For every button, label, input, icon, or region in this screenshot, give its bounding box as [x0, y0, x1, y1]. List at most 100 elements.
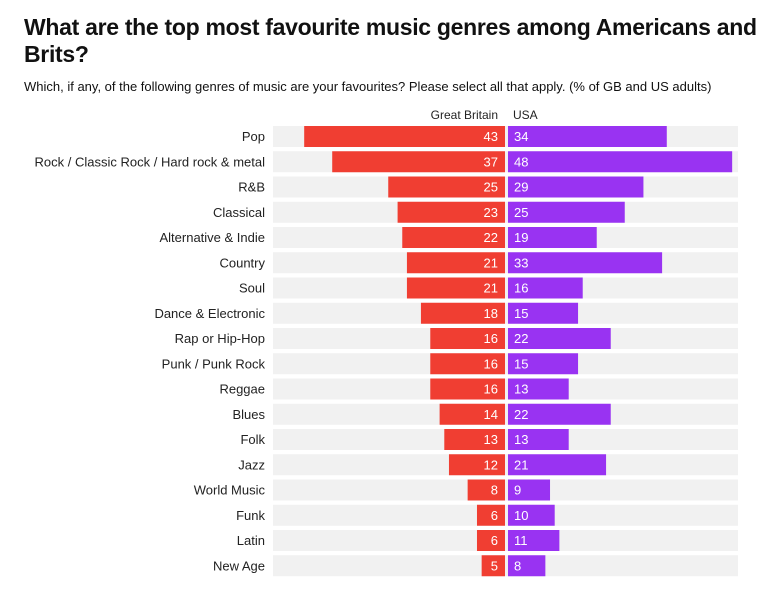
value-label-gb-soul: 21 [484, 281, 498, 296]
row-bands [273, 126, 738, 577]
row-band-soul [273, 277, 738, 299]
bar-gb-punk-punk-rock [430, 353, 505, 375]
value-label-usa-alternative-indie: 19 [514, 230, 528, 245]
bar-usa-punk-punk-rock [508, 353, 579, 375]
category-label-dance-electronic: Dance & Electronic [154, 306, 265, 321]
row-band-world-music [273, 479, 738, 501]
bar-gb-dance-electronic [420, 302, 505, 324]
chart-title: What are the top most favourite music ge… [24, 14, 757, 67]
category-label-latin: Latin [237, 533, 265, 548]
value-label-gb-latin: 6 [491, 533, 498, 548]
bar-usa-world-music [508, 479, 551, 501]
bar-gb-r-b [388, 176, 505, 198]
category-label-alternative-indie: Alternative & Indie [159, 230, 265, 245]
value-label-usa-soul: 16 [514, 281, 528, 296]
category-label-rap-or-hip-hop: Rap or Hip-Hop [175, 331, 265, 346]
category-label-classical: Classical [213, 205, 265, 220]
row-band-folk [273, 429, 738, 450]
category-label-reggae: Reggae [219, 382, 265, 397]
chart-subtitle: Which, if any, of the following genres o… [24, 79, 712, 94]
row-band-classical [273, 201, 738, 223]
row-band-alternative-indie [273, 227, 738, 248]
bar-gb-soul [406, 277, 505, 299]
value-label-usa-punk-punk-rock: 15 [514, 356, 528, 371]
value-label-usa-world-music: 9 [514, 483, 521, 498]
value-label-gb-r-b: 25 [484, 180, 498, 195]
bar-gb-new-age [481, 555, 505, 577]
bar-usa-dance-electronic [508, 302, 579, 324]
bar-usa-alternative-indie [508, 227, 597, 248]
row-band-blues [273, 403, 738, 425]
value-label-gb-folk: 13 [484, 432, 498, 447]
legend-great-britain: Great Britain [431, 108, 498, 122]
value-label-gb-alternative-indie: 22 [484, 230, 498, 245]
category-label-new-age: New Age [213, 558, 265, 573]
value-label-gb-dance-electronic: 18 [484, 306, 498, 321]
value-label-gb-new-age: 5 [491, 558, 498, 573]
category-label-r-b: R&B [238, 180, 265, 195]
value-label-usa-reggae: 13 [514, 382, 528, 397]
category-label-pop: Pop [242, 129, 265, 144]
row-band-country [273, 252, 738, 274]
bar-usa-r-b [508, 176, 644, 198]
bar-gb-country [406, 252, 505, 274]
category-label-funk: Funk [236, 508, 265, 523]
value-label-gb-reggae: 16 [484, 382, 498, 397]
value-label-gb-funk: 6 [491, 508, 498, 523]
value-label-gb-world-music: 8 [491, 483, 498, 498]
value-label-usa-rock-classic-rock-hard-rock-metal: 48 [514, 154, 528, 169]
value-label-gb-pop: 43 [484, 129, 498, 144]
value-label-usa-folk: 13 [514, 432, 528, 447]
row-band-new-age [273, 555, 738, 577]
bar-usa-funk [508, 504, 555, 526]
bar-gb-rap-or-hip-hop [430, 328, 505, 349]
bar-gb-world-music [467, 479, 505, 501]
bar-gb-blues [439, 403, 505, 425]
value-label-gb-classical: 23 [484, 205, 498, 220]
legend-usa: USA [513, 108, 538, 122]
value-label-gb-rap-or-hip-hop: 16 [484, 331, 498, 346]
category-label-punk-punk-rock: Punk / Punk Rock [162, 356, 266, 371]
bar-gb-pop [304, 126, 505, 147]
bar-usa-rock-classic-rock-hard-rock-metal [508, 151, 733, 173]
row-band-r-b [273, 176, 738, 198]
value-label-gb-punk-punk-rock: 16 [484, 356, 498, 371]
row-band-rap-or-hip-hop [273, 328, 738, 349]
category-label-jazz: Jazz [238, 457, 265, 472]
category-label-rock-classic-rock-hard-rock-metal: Rock / Classic Rock / Hard rock & metal [35, 154, 266, 169]
row-band-latin [273, 530, 738, 551]
value-label-usa-classical: 25 [514, 205, 528, 220]
bar-gb-latin [476, 530, 505, 551]
value-label-usa-rap-or-hip-hop: 22 [514, 331, 528, 346]
bar-usa-pop [508, 126, 667, 147]
bar-usa-classical [508, 201, 625, 223]
bar-gb-funk [476, 504, 505, 526]
value-label-usa-country: 33 [514, 255, 528, 270]
bar-gb-rock-classic-rock-hard-rock-metal [332, 151, 505, 173]
bar-gb-jazz [448, 454, 505, 476]
bar-usa-country [508, 252, 663, 274]
value-label-usa-jazz: 21 [514, 457, 528, 472]
value-label-usa-new-age: 8 [514, 558, 521, 573]
category-label-soul: Soul [239, 281, 265, 296]
value-label-gb-rock-classic-rock-hard-rock-metal: 37 [484, 154, 498, 169]
value-label-gb-blues: 14 [484, 407, 498, 422]
value-label-usa-r-b: 29 [514, 180, 528, 195]
bar-usa-reggae [508, 378, 569, 400]
bar-gb-classical [397, 201, 505, 223]
row-band-jazz [273, 454, 738, 476]
bar-usa-blues [508, 403, 611, 425]
bar-gb-alternative-indie [402, 227, 505, 248]
bar-gb-folk [444, 429, 505, 450]
bar-usa-rap-or-hip-hop [508, 328, 611, 349]
row-band-reggae [273, 378, 738, 400]
bar-group [304, 126, 733, 577]
value-label-usa-funk: 10 [514, 508, 528, 523]
value-label-usa-dance-electronic: 15 [514, 306, 528, 321]
value-label-usa-blues: 22 [514, 407, 528, 422]
row-band-funk [273, 504, 738, 526]
bar-usa-jazz [508, 454, 607, 476]
value-label-usa-latin: 11 [514, 533, 528, 548]
row-band-dance-electronic [273, 302, 738, 324]
